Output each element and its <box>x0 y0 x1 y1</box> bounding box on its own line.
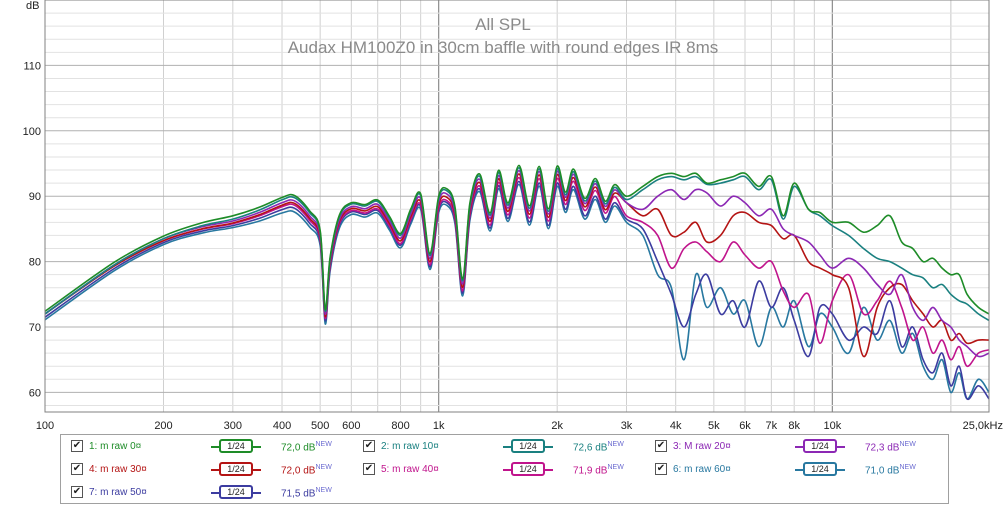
legend-level: 72,6 dBNEW <box>573 441 624 454</box>
legend-item: ✔ 4: m raw 30¤ 1/24 72,0 dBNEW <box>71 461 356 479</box>
spl-chart: 100 200 300 400 500 600 800 1k 2k 3k 4k 5k 6k 7k 8k 10k… <box>23 0 1003 432</box>
legend-item: ✔ 5: m raw 40¤ 1/24 71,9 dBNEW <box>363 461 648 479</box>
legend-series-name: 2: m raw 10¤ <box>381 441 439 452</box>
y-tick-label: 60 <box>29 387 41 399</box>
chart-subtitle: Audax HM100Z0 in 30cm baffle with round … <box>288 38 719 57</box>
legend-level: 72,0 dBNEW <box>281 464 332 477</box>
legend-series-name: 6: m raw 60¤ <box>673 464 731 475</box>
legend-item: ✔ 2: m raw 10¤ 1/24 72,6 dBNEW <box>363 438 648 456</box>
x-tick-label: 1k <box>433 420 445 432</box>
legend-item: ✔ 3: M raw 20¤ 1/24 72,3 dBNEW <box>655 438 940 456</box>
x-tick-label: 5k <box>708 420 720 432</box>
y-tick-label: 70 <box>29 322 41 334</box>
x-tick-label: 100 <box>36 420 54 432</box>
legend: ✔ 1: m raw 0¤ 1/24 72,0 dBNEW ✔ 2: m raw 10¤ 1… <box>60 434 949 504</box>
legend-smoothing-button[interactable]: 1/24 <box>211 462 261 476</box>
x-tick-label: 8k <box>788 420 800 432</box>
legend-level: 71,9 dBNEW <box>573 464 624 477</box>
y-tick-label: 110 <box>23 60 41 72</box>
x-tick-label: 4k <box>670 420 682 432</box>
legend-item: ✔ 6: m raw 60¤ 1/24 71,0 dBNEW <box>655 461 940 479</box>
chart-title: All SPL <box>475 15 531 34</box>
plot-frame <box>44 0 990 413</box>
series-line <box>44 164 990 315</box>
legend-smoothing-button[interactable]: 1/24 <box>795 439 845 453</box>
plot-area <box>45 0 989 412</box>
y-tick-label: 100 <box>23 126 41 138</box>
legend-checkbox[interactable]: ✔ <box>71 440 83 452</box>
legend-item: ✔ 1: m raw 0¤ 1/24 72,0 dBNEW <box>71 438 356 456</box>
y-tick-label: 90 <box>29 191 41 203</box>
x-tick-label: 300 <box>224 420 242 432</box>
legend-checkbox[interactable]: ✔ <box>655 440 667 452</box>
x-tick-label: 600 <box>342 420 360 432</box>
legend-series-name: 7: m raw 50¤ <box>89 487 147 498</box>
y-axis-label: dB <box>26 0 39 12</box>
x-tick-label: 500 <box>311 420 329 432</box>
x-tick-label: 25,0kHz <box>963 420 1003 432</box>
legend-smoothing-button[interactable]: 1/24 <box>211 439 261 453</box>
legend-checkbox[interactable]: ✔ <box>71 463 83 475</box>
series-lines <box>44 164 990 401</box>
x-tick-label: 3k <box>621 420 633 432</box>
legend-checkbox[interactable]: ✔ <box>363 440 375 452</box>
legend-smoothing-button[interactable]: 1/24 <box>211 485 261 499</box>
legend-item: ✔ 7: m raw 50¤ 1/24 71,5 dBNEW <box>71 484 356 502</box>
legend-level: 71,5 dBNEW <box>281 487 332 500</box>
legend-smoothing-button[interactable]: 1/24 <box>503 439 553 453</box>
legend-series-name: 4: m raw 30¤ <box>89 464 147 475</box>
legend-series-name: 1: m raw 0¤ <box>89 441 142 452</box>
x-tick-label: 200 <box>154 420 172 432</box>
legend-series-name: 5: m raw 40¤ <box>381 464 439 475</box>
legend-checkbox[interactable]: ✔ <box>363 463 375 475</box>
legend-checkbox[interactable]: ✔ <box>71 486 83 498</box>
grid <box>44 0 989 412</box>
x-tick-label: 6k <box>739 420 751 432</box>
x-tick-label: 7k <box>766 420 778 432</box>
tick-labels: 100 200 300 400 500 600 800 1k 2k 3k 4k 5k 6k 7k 8k 10k… <box>23 60 1003 432</box>
x-tick-label: 2k <box>551 420 563 432</box>
legend-smoothing-button[interactable]: 1/24 <box>795 462 845 476</box>
x-tick-label: 800 <box>391 420 409 432</box>
x-tick-label: 400 <box>273 420 291 432</box>
legend-smoothing-button[interactable]: 1/24 <box>503 462 553 476</box>
legend-level: 72,3 dBNEW <box>865 441 916 454</box>
x-tick-label: 10k <box>823 420 841 432</box>
legend-level: 72,0 dBNEW <box>281 441 332 454</box>
y-tick-label: 80 <box>29 257 41 269</box>
legend-checkbox[interactable]: ✔ <box>655 463 667 475</box>
legend-level: 71,0 dBNEW <box>865 464 916 477</box>
legend-series-name: 3: M raw 20¤ <box>673 441 731 452</box>
